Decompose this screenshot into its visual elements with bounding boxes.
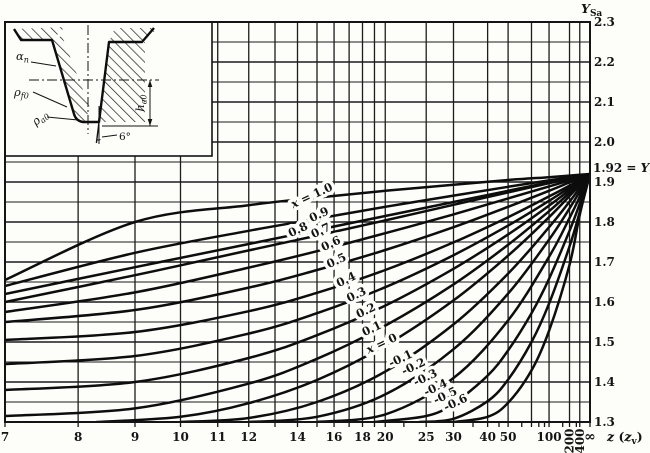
x-tick-label: 25 [418,430,435,444]
y-tick-label: 2.3 [594,15,615,29]
x-tick-label: 100 [537,430,562,444]
x-tick-label: 12 [240,430,257,444]
ysa-curve [179,172,590,422]
x-tick-label: 18 [354,430,371,444]
x-axis-title: z (zv) [606,429,643,447]
x-tick-label: 9 [131,430,139,444]
ysa-curve [452,172,590,422]
x-tick-label: 11 [209,430,226,444]
tooth-profile-inset: 6° ha0 αn ρf0 ρa0 [4,21,213,157]
ysa-curve [5,172,590,282]
x-tick-label: ∞ [584,429,596,445]
hatch-left-top [14,27,65,40]
ha0-label: ha0 [133,94,149,111]
angle-leader-line [101,134,118,138]
ysa-curve [5,172,590,366]
x-tick-label: 16 [326,430,343,444]
ysa-curve [5,172,590,392]
ysa-curve [5,172,590,342]
ysa-curve [5,172,590,314]
curve-label: 0.5 [324,250,348,271]
alpha-n-label: αn [16,49,29,65]
angle-6deg-label: 6° [119,131,131,143]
y-tick-label: 1.9 [594,175,615,189]
ysa-curve [95,172,590,422]
ysa-curve [5,172,590,418]
x-tick-label: 14 [289,430,306,444]
x-tick-label: 30 [445,430,462,444]
y-tick-label: 2.1 [594,95,615,109]
curves-layer [5,172,590,422]
curve-label: x = 1.0 [288,180,335,212]
arrow-down-icon [147,119,153,126]
x-tick-label: 7 [1,430,9,444]
y-tick-labels-layer: 2.3 2.2 2.1 2.0 1.9 1.8 1.7 1.6 1.5 1.4 1.3 [594,15,615,429]
hatch-right-tooth [99,42,145,122]
x-tick-label: 10 [172,430,189,444]
x-tick-label: 8 [74,430,82,444]
ysa-curve [5,172,590,304]
alpha-leader-line [30,61,57,67]
arrow-up-icon [147,80,153,87]
ysa-curve [247,172,590,422]
x-tick-label: 40 [479,430,496,444]
grid-layer [4,21,591,423]
y-tick-label: 1.3 [594,415,615,429]
rho-f0-leader-line [32,91,68,108]
x-tick-label: 50 [500,430,517,444]
axis-ticks-layer [4,422,591,427]
angle-arc [96,138,101,141]
y-tick-label: 1.4 [594,375,615,389]
rho-f0-label: ρf0 [13,85,29,101]
y-axis-title: YSa [581,1,602,19]
ysa-curve [5,172,590,324]
rho-a0-leader-line [46,116,79,121]
y-tick-label: 1.7 [594,255,615,269]
x-tick-label: 200 [563,428,577,453]
y-tick-label: 1.8 [594,215,615,229]
y-tick-label: 2.2 [594,55,615,69]
y-tick-label: 1.5 [594,335,615,349]
x-tick-label: 400 [573,428,587,453]
y-tick-label: 2.0 [594,135,615,149]
y-tick-label: 1.6 [594,295,615,309]
x-tick-label: 20 [377,430,394,444]
ysa-curve [315,172,590,422]
curve-labels-layer: x = 1.00.90.80.70.60.50.40.30.20.1x = 0-… [282,176,473,417]
ysa-curve [373,172,590,422]
